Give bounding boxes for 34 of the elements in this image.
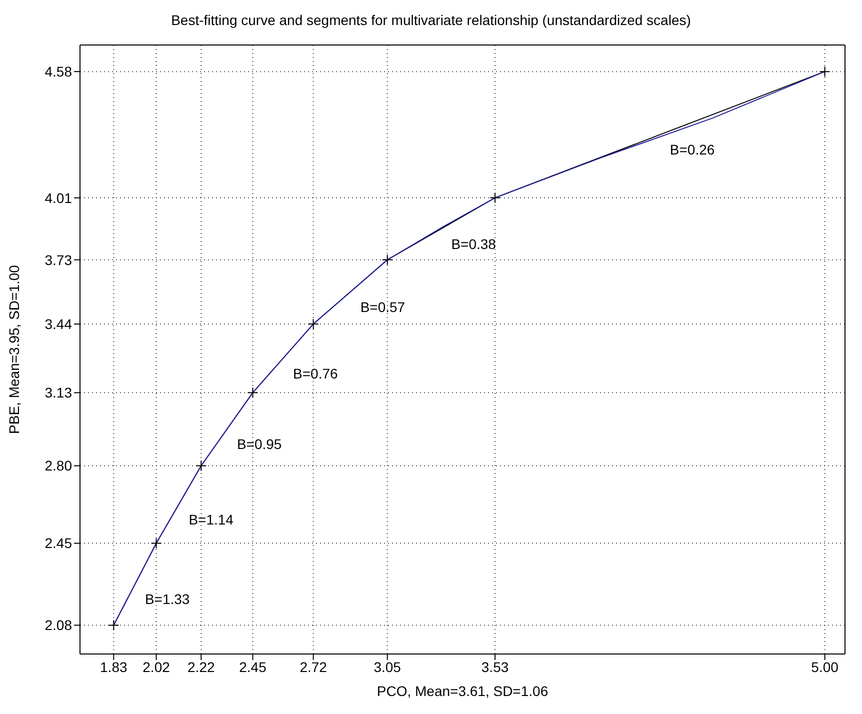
y-tick-label: 2.45 [44,535,72,552]
y-tick-label: 3.44 [44,316,72,332]
point [108,620,120,631]
annotation: B=1.33 [144,591,190,608]
annotation: B=0.76 [293,365,338,382]
annotation: B=0.57 [360,298,406,315]
y-axis-title: PBE, Mean=3.95, SD=1.00 [6,264,22,434]
x-tick-label: 1.83 [100,658,128,675]
annotation: B=0.38 [451,236,496,252]
x-tick-label: 3.53 [481,658,509,675]
chart-title: Best-fitting curve and segments for multivariate relationship (unstandardized scales) [170,11,692,30]
point [819,66,830,78]
annotation: B=0.26 [670,142,715,158]
annotation: B=1.14 [188,512,234,528]
point [150,538,162,549]
y-tick-label: 2.08 [44,617,72,634]
point [490,192,501,204]
y-tick-label: 4.58 [44,64,72,80]
x-tick-label: 2.02 [142,658,170,675]
x-tick-label: 2.72 [300,658,328,675]
y-tick-label: 4.01 [44,190,72,206]
point [196,460,207,472]
point [382,254,393,266]
y-tick-label: 2.80 [44,458,72,474]
annotation: B=0.95 [236,436,282,452]
x-tick-label: 5.00 [811,658,839,675]
x-tick-label: 2.22 [188,658,215,675]
y-tick-label: 3.73 [44,252,72,268]
x-axis-title: PCO, Mean=3.61, SD=1.06 [376,683,548,699]
point [247,387,258,398]
y-tick-label: 3.13 [44,384,72,401]
x-tick-label: 3.05 [374,658,402,675]
x-tick-label: 2.45 [239,658,267,675]
point [308,318,319,330]
